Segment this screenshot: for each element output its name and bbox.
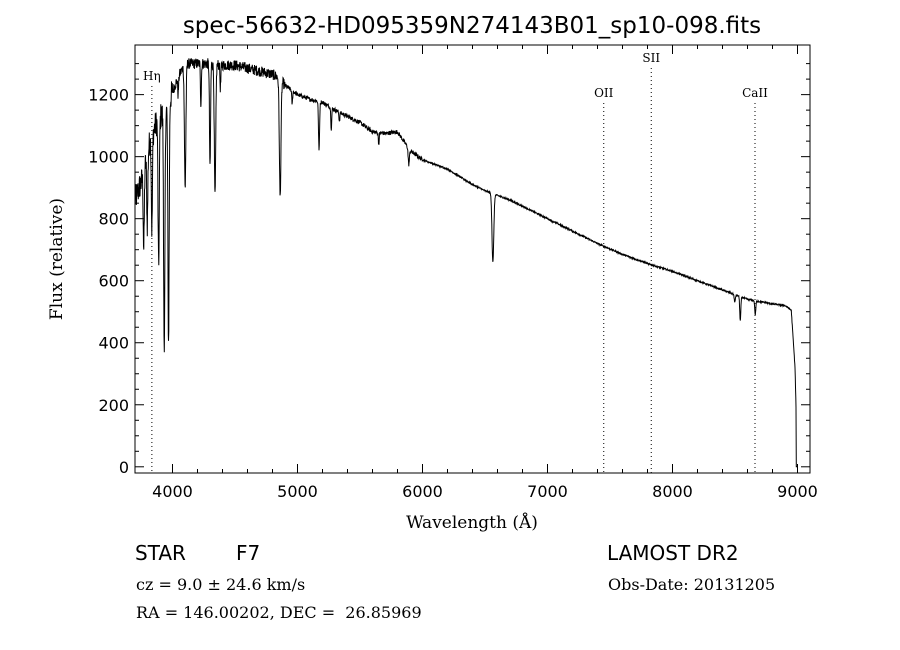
line-marker-layer: Hη OII SII CaII [143,51,768,473]
x-tick-label-3: 7000 [527,482,568,501]
spectral-class: F7 [236,541,261,565]
axis-ticks: 4000 5000 6000 7000 8000 9000 0 200 400 600 800 100… [88,45,818,501]
line-marker-label-1: OII [594,86,614,100]
plot-frame [134,44,811,474]
survey-name: LAMOST DR2 [607,541,739,565]
line-marker-label-0: Hη [143,69,161,83]
y-tick-label-5: 1000 [88,148,129,167]
x-tick-label-1: 5000 [277,482,318,501]
y-tick-label-3: 600 [98,272,129,291]
y-tick-label-6: 1200 [88,86,129,105]
x-tick-label-5: 9000 [777,482,818,501]
x-tick-label-2: 6000 [402,482,443,501]
y-tick-label-0: 0 [119,458,129,477]
redshift-value: cz = 9.0 ± 24.6 km/s [136,575,306,594]
object-type: STAR [135,541,186,565]
y-tick-label-1: 200 [98,396,129,415]
obs-date: Obs-Date: 20131205 [608,575,776,594]
x-tick-label-0: 4000 [152,482,193,501]
x-tick-label-4: 8000 [652,482,693,501]
y-tick-label-4: 800 [98,210,129,229]
coordinates: RA = 146.00202, DEC = 26.85969 [136,603,422,622]
line-marker-label-3: CaII [742,86,768,100]
y-tick-label-2: 400 [98,334,129,353]
x-axis-label: Wavelength (Å) [406,512,538,533]
y-axis-label: Flux (relative) [47,198,67,320]
spectrum-line [134,58,798,468]
chart-title: spec-56632-HD095359N274143B01_sp10-098.f… [183,13,761,39]
spectrum-chart: spec-56632-HD095359N274143B01_sp10-098.f… [47,13,818,533]
line-marker-label-2: SII [642,51,660,65]
